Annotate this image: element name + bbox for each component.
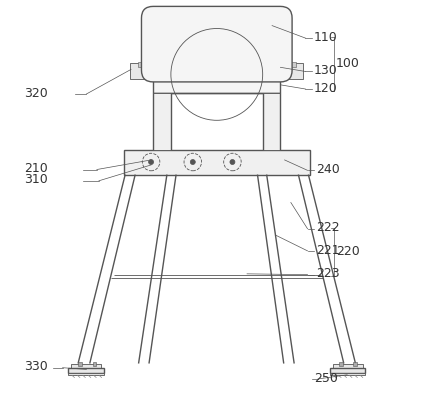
Bar <box>329 368 365 373</box>
Text: 250: 250 <box>314 372 338 385</box>
Circle shape <box>149 160 154 165</box>
Text: 220: 220 <box>336 245 360 258</box>
Circle shape <box>190 160 195 165</box>
Bar <box>353 362 357 366</box>
Text: 240: 240 <box>316 163 340 176</box>
Bar <box>153 58 281 93</box>
Bar <box>153 93 170 150</box>
Text: 130: 130 <box>314 64 337 77</box>
Text: 120: 120 <box>314 81 337 94</box>
Bar <box>93 362 96 366</box>
Bar <box>78 362 82 366</box>
Bar <box>71 364 101 368</box>
Bar <box>130 63 155 79</box>
Bar <box>124 150 309 175</box>
Bar <box>279 63 303 79</box>
Text: 110: 110 <box>314 31 337 44</box>
Bar <box>339 362 343 366</box>
Bar <box>290 62 296 67</box>
Text: 310: 310 <box>24 173 48 186</box>
Text: 320: 320 <box>24 87 48 100</box>
Circle shape <box>230 160 235 165</box>
Bar <box>68 368 104 373</box>
Bar <box>156 44 160 48</box>
Bar <box>152 36 163 44</box>
Text: 100: 100 <box>336 58 360 71</box>
Bar <box>138 62 143 67</box>
Bar <box>68 373 104 375</box>
Bar <box>263 93 281 150</box>
Text: 330: 330 <box>24 360 48 373</box>
Bar <box>271 36 281 44</box>
Bar <box>333 364 363 368</box>
FancyBboxPatch shape <box>142 6 292 82</box>
Text: 222: 222 <box>316 221 340 234</box>
Text: 210: 210 <box>24 162 48 175</box>
Bar <box>329 373 365 375</box>
Text: 223: 223 <box>316 268 340 280</box>
Text: 221: 221 <box>316 244 340 257</box>
Bar <box>274 44 278 48</box>
